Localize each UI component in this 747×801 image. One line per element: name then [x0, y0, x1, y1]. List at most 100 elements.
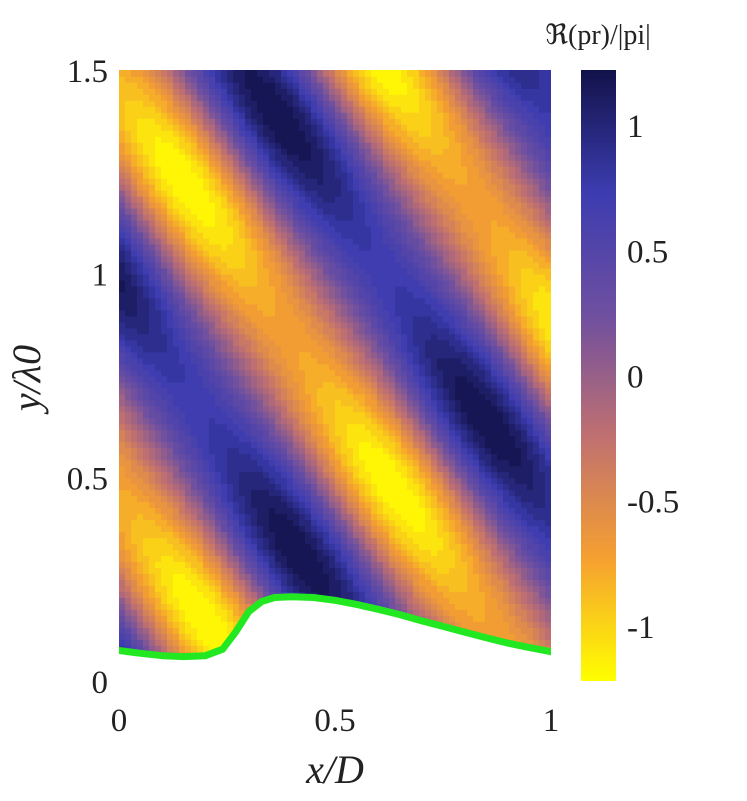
- heatmap-cell: [353, 207, 360, 215]
- heatmap-cell: [263, 387, 270, 395]
- heatmap-cell: [119, 255, 126, 263]
- heatmap-cell: [227, 525, 234, 533]
- heatmap-cell: [251, 207, 258, 215]
- heatmap-cell: [191, 639, 198, 646]
- heatmap-cell: [143, 261, 150, 269]
- heatmap-cell: [191, 633, 198, 640]
- heatmap-cell: [341, 573, 348, 580]
- heatmap-cell: [311, 237, 318, 245]
- heatmap-cell: [179, 525, 186, 533]
- heatmap-cell: [179, 237, 186, 245]
- heatmap-cell: [305, 165, 312, 173]
- heatmap-cell: [119, 147, 126, 155]
- heatmap-cell: [239, 225, 246, 233]
- heatmap-cell: [203, 417, 210, 425]
- heatmap-cell: [299, 165, 306, 173]
- heatmap-cell: [347, 501, 354, 509]
- heatmap-cell: [263, 207, 270, 215]
- heatmap-cell: [203, 189, 210, 197]
- heatmap-cell: [215, 639, 222, 646]
- heatmap-cell: [329, 243, 336, 251]
- heatmap-cell: [299, 501, 306, 509]
- heatmap-cell: [359, 159, 366, 167]
- heatmap-cell: [395, 111, 402, 119]
- heatmap-cell: [125, 417, 132, 425]
- heatmap-cell: [245, 93, 252, 101]
- heatmap-cell: [233, 345, 240, 353]
- heatmap-cell: [245, 117, 252, 125]
- heatmap-cell: [233, 411, 240, 419]
- heatmap-cell: [191, 369, 198, 377]
- heatmap-cell: [263, 585, 270, 592]
- heatmap-cell: [119, 513, 126, 521]
- heatmap-cell: [173, 435, 180, 443]
- heatmap-cell: [377, 513, 384, 521]
- heatmap-cell: [251, 225, 258, 233]
- heatmap-cell: [161, 393, 168, 401]
- heatmap-cell: [275, 171, 282, 179]
- heatmap-cell: [323, 363, 330, 371]
- heatmap-cell: [155, 351, 162, 359]
- heatmap-cell: [281, 555, 288, 562]
- heatmap-cell: [287, 297, 294, 305]
- heatmap-cell: [137, 309, 144, 317]
- heatmap-cell: [353, 93, 360, 101]
- heatmap-cell: [353, 507, 360, 515]
- heatmap-cell: [281, 297, 288, 305]
- heatmap-cell: [161, 219, 168, 227]
- heatmap-cell: [119, 159, 126, 167]
- heatmap-cell: [263, 243, 270, 251]
- heatmap-cell: [395, 567, 402, 574]
- heatmap-cell: [173, 477, 180, 485]
- heatmap-cell: [221, 423, 228, 431]
- heatmap-cell: [377, 543, 384, 551]
- heatmap-cell: [215, 297, 222, 305]
- heatmap-cell: [401, 423, 408, 431]
- heatmap-cell: [149, 555, 156, 562]
- heatmap-cell: [317, 207, 324, 215]
- heatmap-cell: [395, 471, 402, 479]
- heatmap-cell: [365, 519, 372, 527]
- heatmap-cell: [341, 411, 348, 419]
- heatmap-cell: [173, 225, 180, 233]
- heatmap-cell: [251, 459, 258, 467]
- heatmap-cell: [329, 459, 336, 467]
- heatmap-cell: [173, 555, 180, 562]
- heatmap-cell: [365, 147, 372, 155]
- heatmap-cell: [215, 255, 222, 263]
- heatmap-cell: [167, 381, 174, 389]
- heatmap-cell: [353, 129, 360, 137]
- heatmap-cell: [299, 207, 306, 215]
- heatmap-cell: [131, 309, 138, 317]
- heatmap-cell: [161, 315, 168, 323]
- heatmap-cell: [161, 435, 168, 443]
- heatmap-cell: [275, 189, 282, 197]
- heatmap-cell: [383, 423, 390, 431]
- heatmap-cell: [137, 183, 144, 191]
- heatmap-cell: [137, 111, 144, 119]
- heatmap-cell: [137, 549, 144, 557]
- heatmap-cell: [311, 105, 318, 113]
- heatmap-cell: [389, 273, 396, 281]
- heatmap-cell: [377, 273, 384, 281]
- heatmap-cell: [347, 153, 354, 161]
- heatmap-cell: [365, 471, 372, 479]
- heatmap-cell: [233, 501, 240, 509]
- heatmap-cell: [359, 327, 366, 335]
- heatmap-cell: [257, 357, 264, 365]
- heatmap-cell: [185, 483, 192, 491]
- heatmap-cell: [233, 435, 240, 443]
- heatmap-cell: [311, 495, 318, 503]
- heatmap-cell: [269, 213, 276, 221]
- heatmap-cell: [281, 393, 288, 401]
- heatmap-cell: [227, 225, 234, 233]
- heatmap-cell: [377, 243, 384, 251]
- heatmap-cell: [335, 459, 342, 467]
- heatmap-cell: [209, 435, 216, 443]
- heatmap-cell: [311, 447, 318, 455]
- heatmap-cell: [347, 129, 354, 137]
- heatmap-cell: [263, 489, 270, 497]
- heatmap-cell: [137, 561, 144, 568]
- heatmap-cell: [185, 195, 192, 203]
- heatmap-cell: [233, 315, 240, 323]
